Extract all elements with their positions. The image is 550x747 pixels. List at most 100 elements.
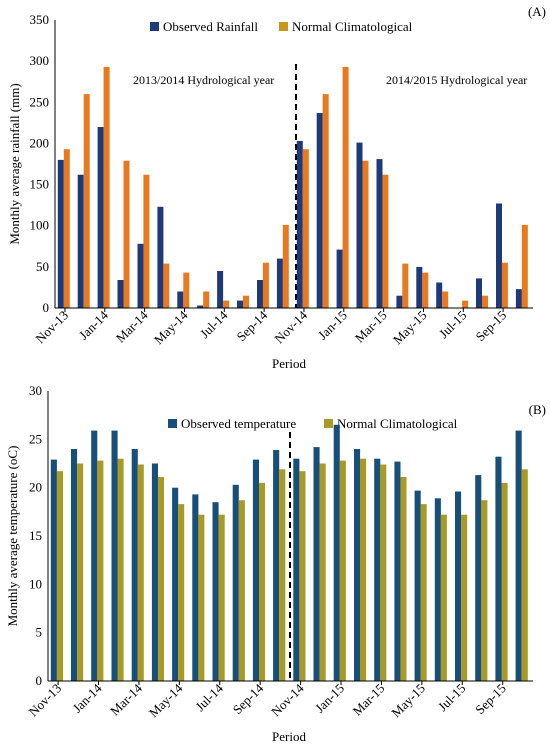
chart-a-bars (57, 66, 528, 309)
chart-b-legend-swatch-observed (168, 419, 177, 428)
chart-a-bar-observed (157, 206, 164, 308)
chart-a-bar-observed (97, 127, 104, 308)
chart-b-x-ticks: Nov-13 Jan-14 Mar-14 May-14 Jul-14 Sep-14 Nov-… (26, 680, 509, 720)
chart-b-x-tick-label: Jul-15 (435, 681, 469, 715)
chart-a-bar-observed (396, 295, 403, 308)
chart-b-y-tick-label: 0 (36, 673, 43, 688)
chart-a-bar-observed (496, 203, 502, 308)
chart-b-bar-observed (455, 491, 462, 681)
chart-b-xlabel: Period (272, 729, 306, 744)
chart-a-y-tick-label: 250 (30, 94, 50, 109)
chart-a-bar-normal (382, 174, 389, 308)
chart-b-bar-observed (333, 424, 340, 681)
chart-b-x-tick-label: Mar-14 (107, 680, 145, 718)
chart-a-x-tick-label: Mar-15 (352, 308, 390, 346)
chart-a-y-tick-label: 350 (30, 12, 50, 27)
chart-a-x-tick-label: Jan-14 (76, 307, 111, 342)
chart-a-bar-normal (143, 174, 150, 308)
chart-b-legend-observed: Observed temperature (181, 416, 296, 431)
chart-a-bar-observed (436, 282, 443, 308)
chart-b-bar-observed (273, 450, 280, 681)
chart-a-y-tick-label: 0 (43, 300, 50, 315)
chart-a-bar-normal (422, 272, 429, 308)
chart-a-bar-normal (402, 263, 409, 308)
chart-a-bar-normal (203, 291, 210, 308)
chart-a-bar-observed (217, 271, 224, 308)
chart-b-bar-observed (374, 458, 381, 681)
chart-b-legend-swatch-normal (324, 419, 333, 428)
chart-a-bar-normal (442, 291, 449, 308)
chart-a-y-tick-label: 300 (30, 53, 50, 68)
chart-b-bar-observed (131, 449, 138, 681)
chart-b-bar-normal (319, 463, 326, 681)
chart-a-bar-normal (302, 149, 309, 308)
chart-b-x-tick-label: Nov-13 (26, 681, 65, 720)
chart-b-legend: Observed temperature Normal Climatologic… (168, 416, 458, 431)
chart-b-bar-normal (420, 504, 427, 681)
chart-b-bars (50, 424, 528, 681)
chart-a-xlabel: Period (272, 356, 306, 371)
chart-a-bar-observed (57, 159, 64, 308)
chart-a-y-tick-label: 100 (30, 218, 50, 233)
chart-b-x-tick-label: May-15 (388, 681, 428, 721)
chart-b-bar-observed (293, 458, 300, 681)
chart-b-bar-observed (192, 494, 199, 681)
chart-b-x-tick-label: Sep-14 (230, 680, 267, 717)
chart-a-bar-observed (197, 305, 204, 308)
chart-b-bar-observed (252, 459, 259, 681)
chart-b-bar-normal (339, 460, 346, 681)
chart-b-x-tick-label: May-14 (146, 680, 186, 720)
chart-a-legend: Observed Rainfall Normal Climatological (150, 19, 413, 34)
chart-b-bar-normal (279, 469, 286, 681)
chart-b-bar-observed (434, 498, 441, 681)
chart-a-x-tick-label: May-14 (151, 307, 191, 347)
chart-a-bar-normal (63, 149, 70, 308)
chart-a-bar-observed (77, 174, 84, 308)
chart-a-bar-observed (237, 300, 243, 308)
chart-b-ylabel: Monthly average temperature (oC) (5, 446, 20, 627)
chart-a-bar-normal (123, 160, 130, 308)
chart-b-bar-observed (515, 430, 522, 681)
chart-b-bar-normal (501, 482, 508, 681)
chart-a-legend-observed: Observed Rainfall (163, 19, 258, 34)
chart-a-bar-observed (276, 258, 283, 308)
chart-b-x-tick-label: Sep-15 (472, 681, 509, 718)
chart-b-bar-observed (91, 430, 98, 681)
chart-a-bar-normal (83, 94, 90, 308)
chart-b-bar-normal (157, 477, 164, 681)
chart-a-bar-observed (137, 243, 144, 308)
chart-b-y-tick-label: 20 (29, 480, 42, 495)
chart-a-bar-observed (296, 141, 303, 308)
chart-b-y-tick-label: 15 (29, 528, 42, 543)
chart-a-bar-observed (376, 159, 383, 308)
chart-b-bar-normal (259, 482, 266, 681)
chart-a-x-tick-label: Sep-14 (234, 307, 271, 344)
chart-b-bar-observed (50, 459, 57, 681)
chart-a-bar-observed (416, 266, 423, 308)
chart-b-bar-normal (218, 514, 225, 681)
chart-a-annotation-1: 2013/2014 Hydrological year (133, 73, 274, 87)
chart-a-x-tick-label: Jul-14 (197, 307, 231, 341)
chart-b-bar-normal (198, 514, 205, 681)
chart-b-x-tick-label: Nov-14 (268, 680, 307, 719)
chart-a-bar-normal (342, 66, 349, 309)
chart-a-bar-observed (336, 249, 343, 308)
chart-a-panel-label: (A) (528, 4, 546, 19)
chart-a-y-tick-label: 150 (30, 177, 50, 192)
chart-b-bar-normal (360, 458, 367, 681)
chart-a-bar-normal (362, 160, 369, 308)
chart-b-bar-observed (475, 475, 482, 681)
chart-a-x-tick-label: May-15 (390, 308, 430, 348)
chart-b-bar-observed (232, 484, 239, 681)
chart-a-legend-swatch-normal (279, 22, 288, 31)
chart-a-bar-normal (223, 300, 230, 308)
chart-b-bar-normal (77, 463, 84, 681)
chart-a-bar-normal (262, 262, 269, 308)
chart-a-x-tick-label: Sep-15 (473, 308, 510, 345)
chart-a-bar-normal (521, 224, 528, 308)
chart-b-bar-normal (178, 504, 185, 681)
chart-b: (B) Observed temperature Normal Climatol… (5, 383, 546, 744)
chart-b-bar-observed (313, 447, 320, 681)
chart-b-bar-observed (495, 456, 502, 681)
